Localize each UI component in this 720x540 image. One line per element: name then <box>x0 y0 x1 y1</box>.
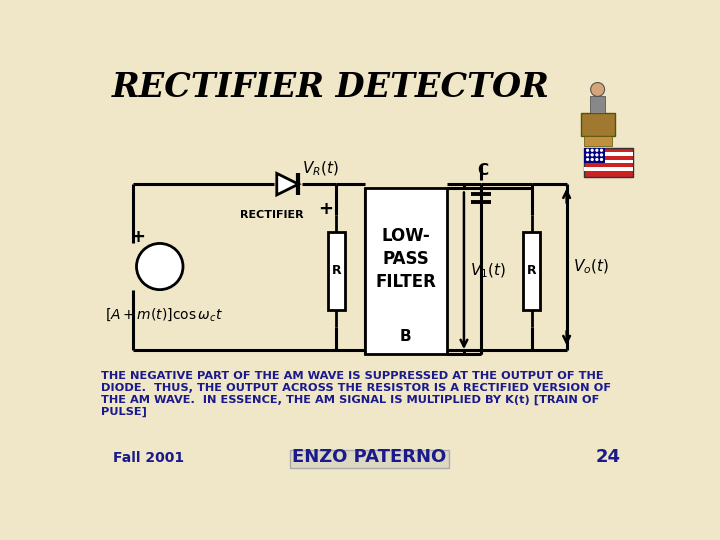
Circle shape <box>590 83 605 96</box>
Circle shape <box>137 244 183 289</box>
Text: $V_1(t)$: $V_1(t)$ <box>470 261 506 280</box>
Bar <box>365 188 446 354</box>
Text: C: C <box>477 163 488 178</box>
Text: B: B <box>400 329 412 344</box>
Bar <box>585 152 632 156</box>
Circle shape <box>587 159 588 160</box>
Circle shape <box>596 159 598 160</box>
Circle shape <box>596 150 598 151</box>
Circle shape <box>591 150 593 151</box>
Circle shape <box>596 154 598 156</box>
Text: $[A+m(t)]\cos\omega_c t$: $[A+m(t)]\cos\omega_c t$ <box>104 306 222 323</box>
Text: $V_R(t)$: $V_R(t)$ <box>302 160 338 178</box>
Bar <box>585 159 632 164</box>
Text: 24: 24 <box>595 449 620 467</box>
Circle shape <box>591 154 593 156</box>
Circle shape <box>587 154 588 156</box>
FancyBboxPatch shape <box>590 96 606 113</box>
Polygon shape <box>276 173 299 195</box>
Circle shape <box>600 159 603 160</box>
Text: R: R <box>332 264 341 277</box>
Text: RECTIFIER DETECTOR: RECTIFIER DETECTOR <box>112 71 549 104</box>
Bar <box>584 137 611 146</box>
Bar <box>585 167 632 171</box>
Bar <box>585 148 605 164</box>
Circle shape <box>587 150 588 151</box>
Circle shape <box>600 154 603 156</box>
Text: Fall 2001: Fall 2001 <box>112 450 184 464</box>
Text: LOW-
PASS
FILTER: LOW- PASS FILTER <box>375 227 436 291</box>
Text: +: + <box>130 228 145 246</box>
Text: THE NEGATIVE PART OF THE AM WAVE IS SUPPRESSED AT THE OUTPUT OF THE
DIODE.  THUS: THE NEGATIVE PART OF THE AM WAVE IS SUPP… <box>101 372 611 416</box>
Text: RECTIFIER: RECTIFIER <box>240 210 304 220</box>
Bar <box>580 113 615 137</box>
Bar <box>523 232 540 310</box>
Circle shape <box>600 150 603 151</box>
Circle shape <box>591 159 593 160</box>
Text: R: R <box>527 264 536 277</box>
Text: +: + <box>318 200 333 218</box>
Text: ENZO PATERNO: ENZO PATERNO <box>292 449 446 467</box>
Text: $V_o(t)$: $V_o(t)$ <box>573 258 608 276</box>
Bar <box>290 450 449 468</box>
Bar <box>585 148 632 177</box>
Bar <box>328 232 345 310</box>
